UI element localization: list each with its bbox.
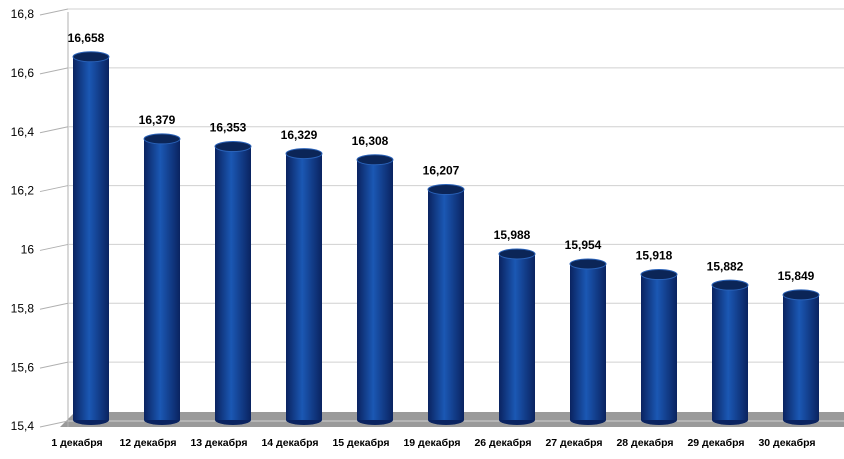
value-label: 15,849 (778, 269, 815, 283)
tick-mark (39, 185, 69, 193)
y-tick-label: 15,8 (11, 301, 35, 315)
x-tick-label: 1 декабря (51, 437, 102, 449)
value-label: 16,353 (210, 121, 247, 135)
x-tick-label: 30 декабря (758, 437, 815, 449)
x-tick-label: 14 декабря (261, 437, 318, 449)
bar (73, 56, 109, 420)
bar (428, 189, 464, 420)
tick-mark (39, 8, 69, 16)
bar-top (214, 141, 252, 153)
bar-top (427, 184, 465, 196)
value-label: 16,379 (139, 113, 176, 127)
x-tick-label: 26 декабря (474, 437, 531, 449)
bar (783, 294, 819, 420)
bar-top (356, 154, 394, 166)
x-tick-label: 12 декабря (119, 437, 176, 449)
bar (357, 159, 393, 420)
bar (712, 285, 748, 420)
bar-top (711, 279, 749, 291)
value-label: 16,658 (68, 31, 105, 45)
y-tick-label: 16 (21, 243, 35, 257)
value-label: 15,918 (636, 249, 673, 263)
x-tick-label: 28 декабря (616, 437, 673, 449)
x-tick-label: 27 декабря (545, 437, 602, 449)
bar-top (143, 133, 181, 145)
bar (570, 263, 606, 420)
value-label: 15,988 (494, 228, 531, 242)
value-label: 15,954 (565, 238, 602, 252)
value-label: 16,329 (281, 128, 318, 142)
y-tick-label: 15,6 (11, 360, 35, 374)
bar-top (782, 289, 820, 301)
y-tick-label: 16,8 (11, 7, 35, 21)
x-tick-label: 29 декабря (687, 437, 744, 449)
value-label: 16,308 (352, 134, 389, 148)
y-tick-label: 16,6 (11, 66, 35, 80)
y-tick-label: 16,2 (11, 184, 35, 198)
x-tick-label: 15 декабря (332, 437, 389, 449)
bar-top (285, 148, 323, 160)
bar (144, 138, 180, 420)
tick-mark (39, 361, 69, 369)
bar (286, 153, 322, 420)
y-tick-label: 15,4 (11, 419, 35, 433)
value-label: 16,207 (423, 164, 460, 178)
bar (215, 146, 251, 420)
tick-mark (39, 126, 69, 134)
x-tick-label: 19 декабря (403, 437, 460, 449)
y-tick-label: 16,4 (11, 125, 35, 139)
bar-top (498, 248, 536, 260)
bar (641, 274, 677, 420)
tick-mark (39, 67, 69, 75)
bar-top (640, 269, 678, 281)
x-tick-label: 13 декабря (190, 437, 247, 449)
tick-mark (39, 302, 69, 310)
tick-mark (39, 420, 69, 428)
bar-top (72, 51, 110, 63)
bar-top (569, 258, 607, 270)
tick-mark (39, 243, 69, 251)
bar (499, 253, 535, 420)
value-label: 15,882 (707, 259, 744, 273)
